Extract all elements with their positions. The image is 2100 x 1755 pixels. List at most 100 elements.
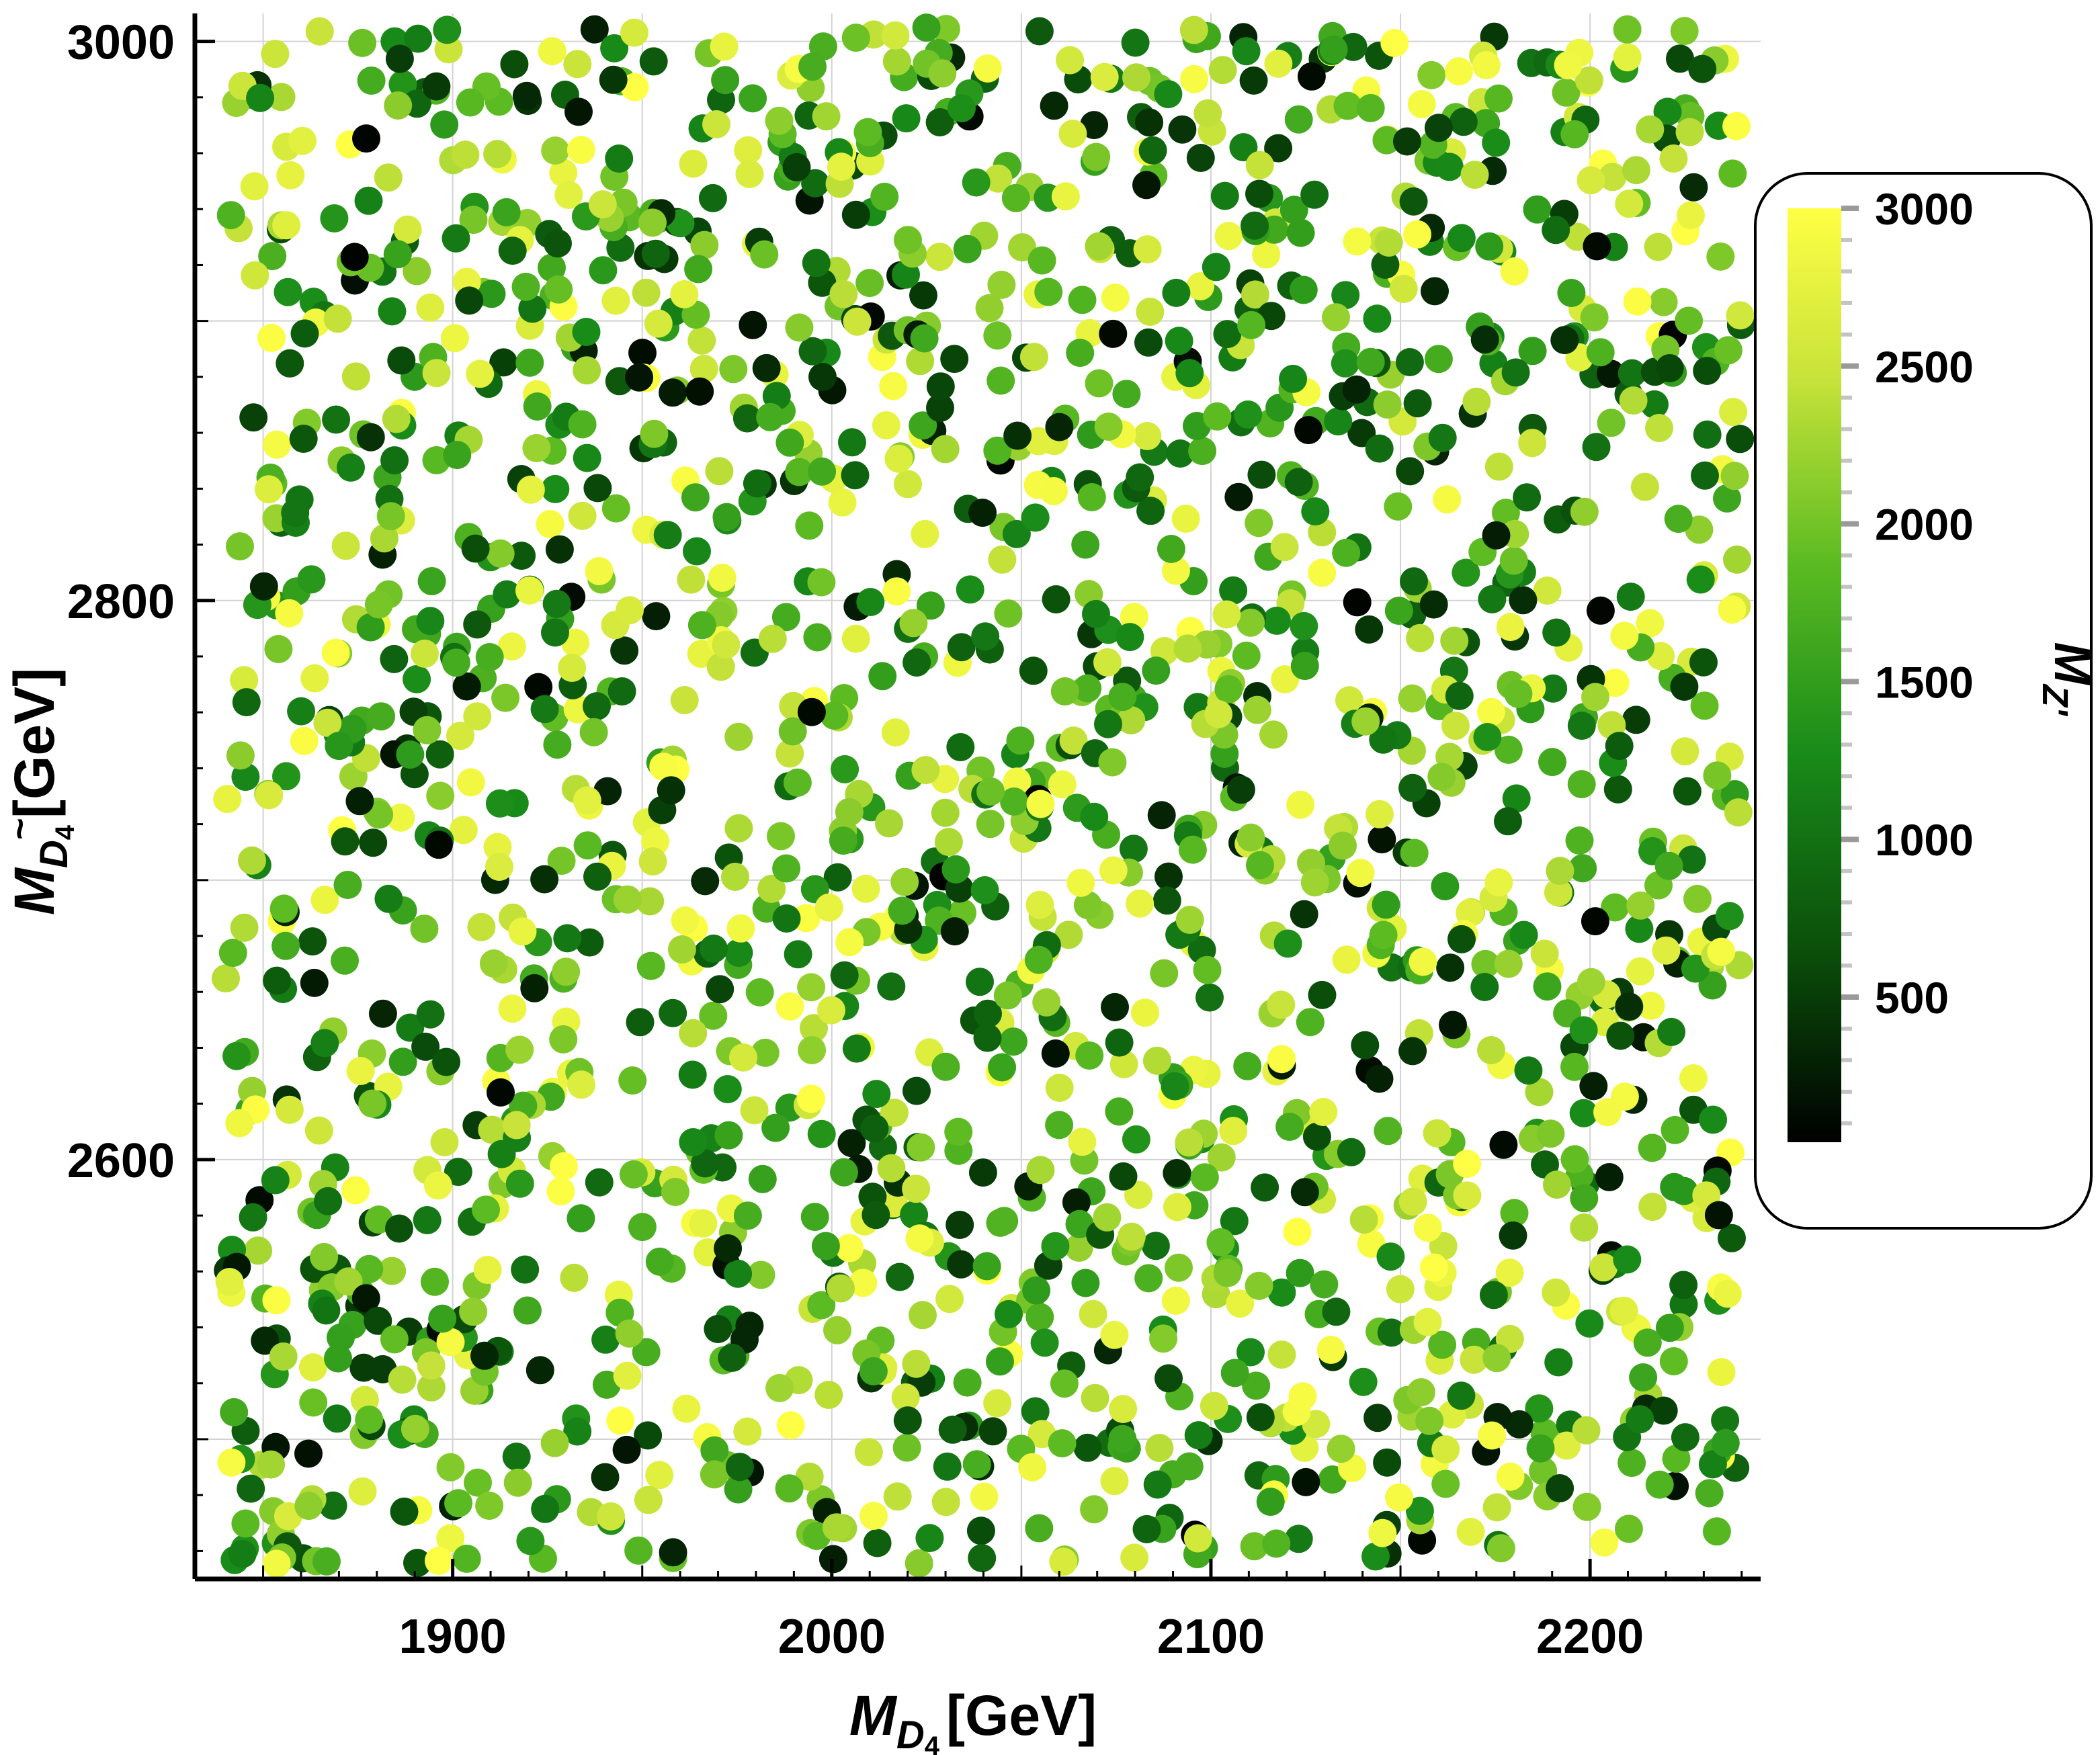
scatter-point (1041, 1232, 1070, 1260)
scatter-point (765, 106, 794, 135)
scatter-point (491, 683, 520, 712)
scatter-point (1638, 1193, 1667, 1222)
scatter-point (1068, 286, 1097, 314)
scatter-point (1195, 983, 1224, 1012)
scatter-point (1273, 929, 1302, 958)
scatter-point (442, 224, 470, 253)
scatter-point (1154, 80, 1183, 109)
scatter-point (334, 1267, 363, 1296)
scatter-point (1431, 1435, 1460, 1464)
scatter-point (1071, 530, 1100, 559)
scatter-point (541, 474, 570, 503)
scatter-point (785, 313, 814, 342)
scatter-point (544, 229, 572, 258)
scatter-point (264, 635, 293, 663)
scatter-point (300, 664, 329, 693)
scatter-point (456, 768, 485, 797)
scatter-point (585, 557, 614, 585)
scatter-point (632, 278, 661, 307)
scatter-point (422, 359, 451, 388)
scatter-point (1175, 1128, 1204, 1157)
scatter-point (966, 968, 994, 996)
scatter-point (1659, 144, 1688, 173)
scatter-point (530, 865, 559, 894)
scatter-point (679, 1128, 708, 1156)
scatter-point (1332, 538, 1361, 567)
scatter-point (297, 565, 326, 594)
scatter-point (531, 1494, 560, 1523)
scatter-point (1301, 497, 1330, 526)
scatter-point (1477, 1036, 1505, 1064)
scatter-point (1542, 216, 1570, 245)
scatter-point (515, 348, 544, 377)
scatter-point (797, 973, 826, 1002)
scatter-point (634, 1421, 663, 1450)
scatter-point (1475, 232, 1504, 261)
scatter-point (1131, 998, 1159, 1027)
scatter-point (416, 607, 445, 636)
scatter-point (591, 1325, 620, 1354)
scatter-point (1138, 136, 1167, 165)
scatter-point (803, 623, 832, 652)
scatter-point (364, 1306, 392, 1335)
scatter-point (877, 972, 906, 1001)
scatter-point (530, 695, 559, 724)
scatter-point (290, 319, 319, 348)
scatter-point (1284, 468, 1313, 497)
scatter-point (1270, 533, 1299, 562)
data-points (212, 13, 1755, 1578)
scatter-point (1675, 306, 1704, 335)
scatter-point (679, 149, 708, 178)
scatter-point (645, 1247, 674, 1276)
scatter-point (706, 975, 734, 1004)
scatter-point (1501, 358, 1530, 387)
scatter-point (1284, 105, 1313, 134)
scatter-point (1597, 359, 1625, 388)
scatter-point (1581, 683, 1609, 712)
scatter-point (416, 293, 445, 322)
scatter-point (1523, 195, 1552, 224)
scatter-point (752, 353, 781, 382)
scatter-point (385, 1214, 413, 1243)
scatter-point (1427, 763, 1456, 791)
scatter-point (628, 339, 657, 368)
scatter-point (507, 542, 536, 570)
scatter-point (348, 1477, 377, 1506)
scatter-point (1570, 497, 1599, 526)
scatter-point (1290, 900, 1318, 929)
scatter-point (368, 999, 397, 1028)
scatter-point (1275, 1113, 1304, 1141)
scatter-point (718, 1343, 747, 1372)
scatter-point (1032, 988, 1061, 1017)
scatter-point (1494, 949, 1523, 978)
scatter-point (1368, 825, 1396, 854)
scatter-point (882, 577, 911, 606)
scatter-point (659, 378, 687, 407)
scatter-point (1099, 319, 1128, 348)
scatter-point (294, 1492, 323, 1521)
scatter-point (683, 537, 711, 566)
scatter-point (1649, 288, 1678, 316)
scatter-point (807, 1119, 836, 1148)
scatter-point (1630, 472, 1659, 501)
scatter-point (1120, 1543, 1149, 1572)
scatter-point (1224, 482, 1253, 511)
scatter-point (657, 776, 685, 805)
scatter-point (1417, 60, 1446, 89)
scatter-point (1440, 626, 1469, 655)
scatter-point (1711, 1428, 1740, 1457)
scatter-point (1030, 1328, 1059, 1357)
scatter-point (1369, 921, 1398, 949)
scatter-point (1327, 1435, 1355, 1463)
scatter-point (1232, 37, 1261, 66)
scatter-point (956, 575, 984, 604)
scatter-point (1363, 304, 1392, 333)
scatter-point (440, 324, 469, 353)
scatter-point (1575, 66, 1603, 95)
scatter-point (212, 964, 240, 993)
scatter-point (1670, 17, 1699, 46)
scatter-point (410, 914, 439, 943)
scatter-point (1245, 179, 1273, 208)
scatter-point (1542, 1170, 1571, 1199)
scatter-point (1494, 807, 1522, 836)
